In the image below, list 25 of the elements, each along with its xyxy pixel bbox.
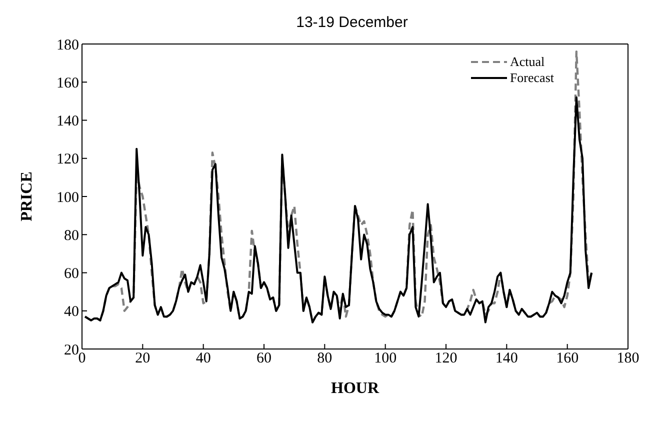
- x-tick-label: 0: [78, 350, 86, 367]
- x-tick-label: 180: [616, 350, 640, 367]
- x-tick-label: 80: [317, 350, 332, 367]
- y-tick-label: 140: [56, 114, 79, 130]
- x-tick-label: 140: [495, 350, 518, 367]
- line-series: [84, 50, 593, 324]
- legend-label: Actual: [510, 54, 545, 70]
- y-tick-label: 180: [56, 37, 79, 54]
- y-tick-label: 60: [64, 266, 79, 282]
- line-series: [84, 96, 593, 324]
- y-tick-label: 160: [56, 75, 79, 92]
- legend-label: Forecast: [510, 70, 554, 86]
- y-axis-title: PRICE: [18, 172, 36, 222]
- x-tick-label: 100: [374, 350, 397, 367]
- x-axis-title: HOUR: [331, 380, 380, 397]
- x-tick-label: 60: [256, 350, 272, 367]
- x-tick-label: 40: [196, 350, 211, 367]
- x-tick-label: 160: [556, 350, 579, 367]
- x-tick-label: 120: [434, 350, 458, 367]
- y-tick-label: 40: [64, 304, 79, 320]
- y-tick-label: 120: [56, 152, 79, 168]
- chart-title: 13-19 December: [295, 14, 409, 31]
- y-tick-label: 80: [64, 228, 79, 244]
- y-tick-label: 100: [56, 190, 79, 206]
- x-tick-label: 20: [135, 350, 150, 367]
